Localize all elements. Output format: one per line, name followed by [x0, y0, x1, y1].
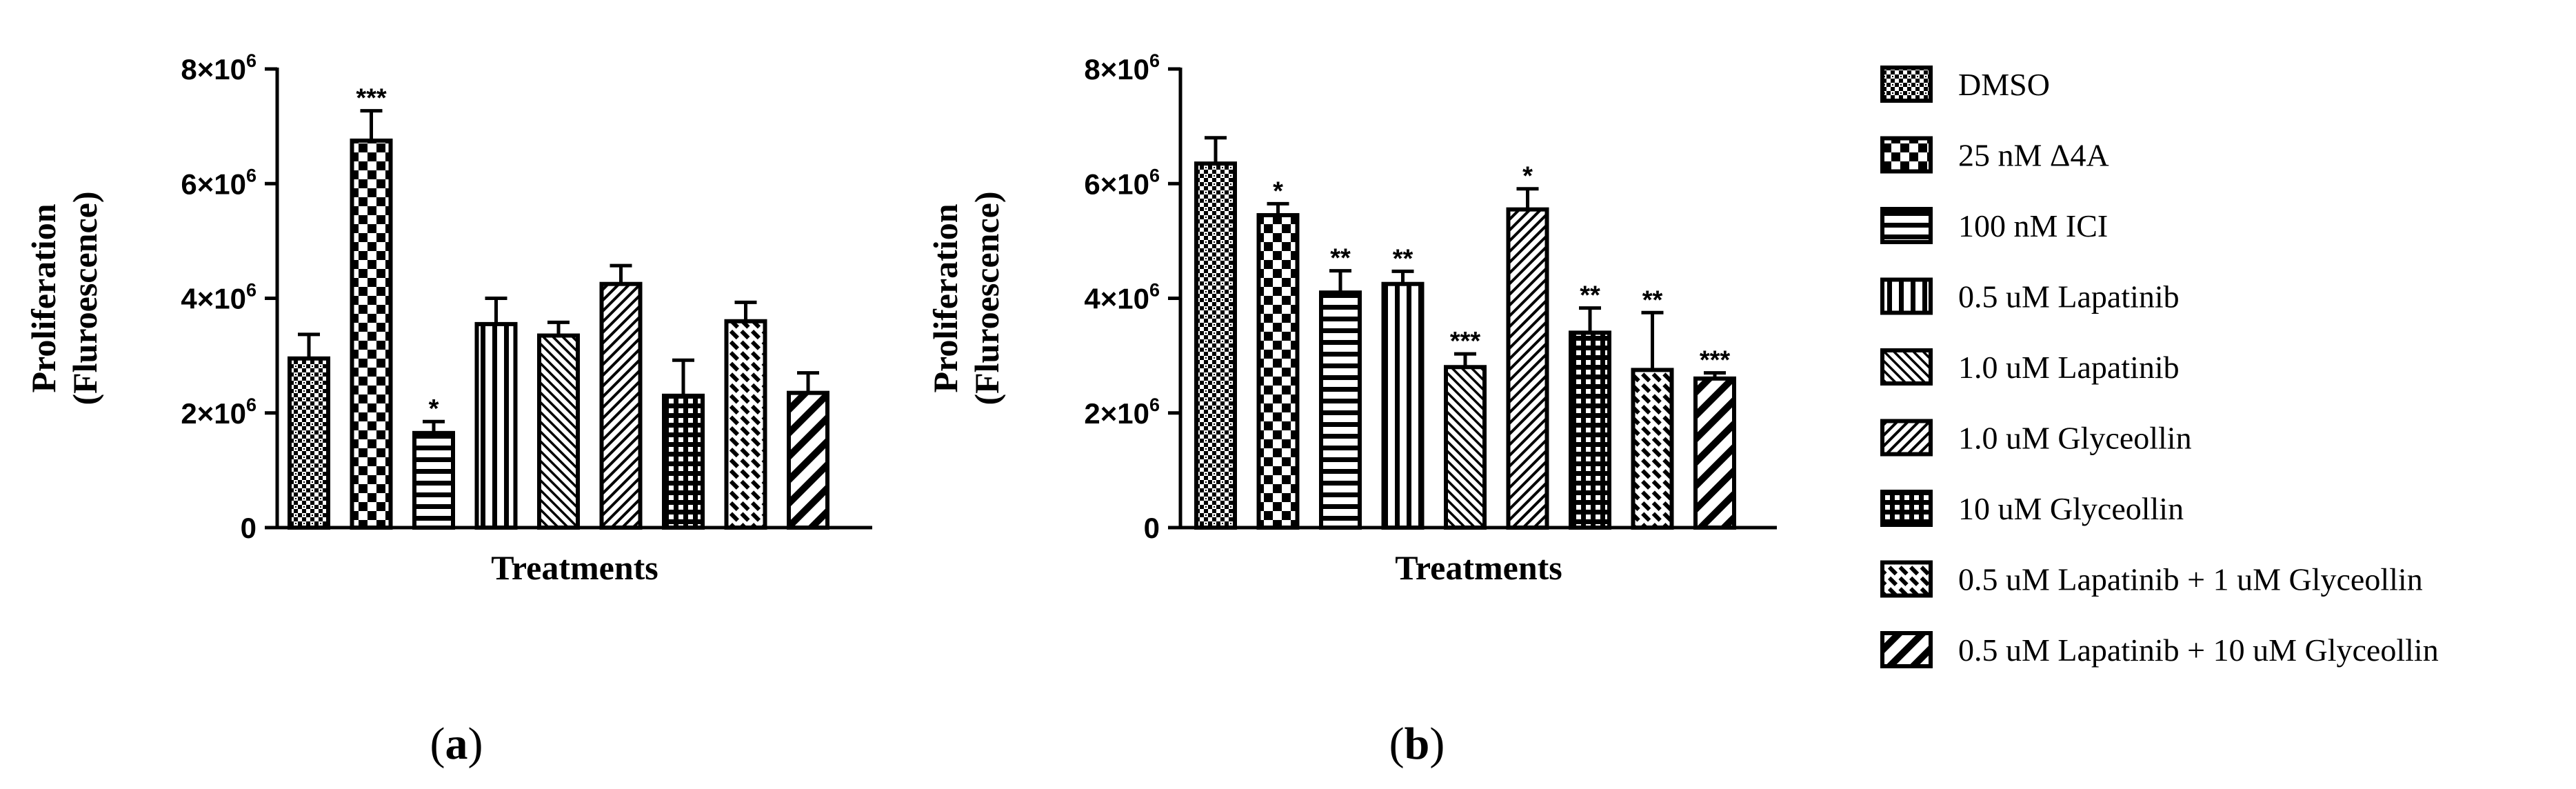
bar	[599, 281, 643, 530]
panel-label-letter: a	[445, 719, 468, 769]
significance-label: *	[429, 394, 439, 423]
significance-label: **	[1642, 286, 1663, 314]
y-tick-label: 2×106	[1084, 394, 1160, 430]
y-tick-exponent: 6	[246, 50, 256, 71]
bar	[724, 319, 767, 530]
legend-swatch	[1880, 207, 1933, 244]
panel-label-letter: b	[1405, 719, 1430, 769]
significance-label: **	[1580, 281, 1600, 310]
legend-label: 1.0 uM Glyceollin	[1958, 421, 2192, 456]
legend-swatch	[1880, 419, 1933, 457]
y-tick-exponent: 6	[246, 280, 256, 301]
bar	[350, 138, 393, 530]
bar	[288, 356, 330, 530]
y-tick-label: 8×106	[1084, 50, 1160, 86]
y-axis-label-line: Proliferation	[926, 203, 965, 392]
legend-label: 0.5 uM Lapatinib	[1958, 279, 2180, 314]
y-tick-label: 6×106	[1084, 165, 1160, 200]
bar	[537, 333, 580, 530]
y-tick-label: 0	[1144, 512, 1160, 544]
significance-label: ***	[1450, 327, 1481, 356]
y-tick-exponent: 6	[246, 394, 256, 415]
y-tick-label: 4×106	[181, 280, 256, 315]
bar	[1693, 376, 1736, 530]
significance-label: ***	[1700, 346, 1731, 375]
y-tick-label: 2×106	[181, 394, 256, 430]
y-tick-mantissa: 2×10	[181, 397, 246, 430]
y-tick-mantissa: 4×10	[1084, 283, 1149, 315]
significance-label: *	[1273, 177, 1283, 206]
bar	[1506, 207, 1549, 530]
legend-swatch	[1880, 631, 1933, 668]
panel-a-chart: 02×1064×1066×1068×106Proliferation(Fluro…	[24, 50, 872, 769]
y-tick-mantissa: 0	[1144, 512, 1160, 544]
legend-swatch	[1880, 560, 1933, 598]
panel-label-close: )	[1429, 719, 1445, 769]
panel-label: (a)	[430, 719, 483, 769]
y-tick-exponent: 6	[246, 165, 256, 186]
x-axis-label: Treatments	[491, 548, 658, 587]
y-tick-label: 6×106	[181, 165, 256, 200]
y-tick-mantissa: 2×10	[1084, 397, 1149, 430]
significance-label: **	[1330, 244, 1351, 273]
panel-b-chart: 02×1064×1066×1068×106Proliferation(Fluro…	[926, 50, 1777, 769]
y-axis-label-line: (Fluroescence)	[967, 191, 1006, 405]
y-tick-exponent: 6	[1149, 394, 1160, 415]
y-tick-mantissa: 8×10	[181, 53, 246, 86]
y-axis-label: Proliferation(Fluroescence)	[926, 191, 1006, 405]
bar	[474, 321, 518, 530]
bar	[1256, 212, 1300, 530]
y-tick-mantissa: 8×10	[1084, 53, 1149, 86]
y-tick-exponent: 6	[1149, 165, 1160, 186]
bar	[1444, 365, 1487, 530]
legend-label: 0.5 uM Lapatinib + 10 uM Glyceollin	[1958, 632, 2439, 668]
legend-swatch	[1880, 136, 1933, 174]
legend-label: 10 uM Glyceollin	[1958, 491, 2184, 526]
bar	[662, 393, 705, 530]
legend-label: 1.0 uM Lapatinib	[1958, 350, 2180, 385]
panel-label-open: (	[430, 719, 445, 769]
significance-label: ***	[356, 84, 387, 113]
legend-swatch	[1880, 348, 1933, 386]
y-tick-mantissa: 6×10	[181, 168, 246, 200]
legend-label: 0.5 uM Lapatinib + 1 uM Glyceollin	[1958, 562, 2423, 597]
y-axis-label-line: (Fluroescence)	[66, 191, 104, 405]
y-axis-label-line: Proliferation	[24, 203, 63, 392]
y-tick-label: 4×106	[1084, 280, 1160, 315]
significance-label: *	[1522, 162, 1533, 191]
bar	[1569, 330, 1611, 530]
bar	[1194, 161, 1237, 530]
bar	[1319, 290, 1362, 530]
legend-swatch	[1880, 66, 1933, 103]
legend-swatch	[1880, 277, 1933, 315]
legend-label: DMSO	[1958, 67, 2050, 102]
bar	[1381, 281, 1425, 530]
y-tick-label: 8×106	[181, 50, 256, 86]
legend-label: 25 nM Δ4A	[1958, 138, 2109, 173]
y-tick-exponent: 6	[1149, 50, 1160, 71]
y-tick-mantissa: 0	[241, 512, 256, 544]
legend-label: 100 nM ICI	[1958, 208, 2108, 243]
bar	[1631, 368, 1674, 530]
y-tick-mantissa: 6×10	[1084, 168, 1149, 200]
bar	[412, 430, 455, 530]
y-axis-label: Proliferation(Fluroescence)	[24, 191, 104, 405]
significance-label: **	[1393, 244, 1413, 273]
panel-label-open: (	[1389, 719, 1405, 769]
legend: DMSO 25 nM Δ4A 100 nM ICI 0.5 uM Lapatinib 1…	[1880, 66, 2439, 668]
bar	[787, 390, 829, 530]
panel-label-close: )	[468, 719, 483, 769]
y-tick-mantissa: 4×10	[181, 283, 246, 315]
y-tick-label: 0	[241, 512, 256, 544]
y-tick-exponent: 6	[1149, 280, 1160, 301]
panel-label: (b)	[1389, 719, 1445, 769]
x-axis-label: Treatments	[1395, 548, 1562, 587]
legend-swatch	[1880, 490, 1933, 527]
